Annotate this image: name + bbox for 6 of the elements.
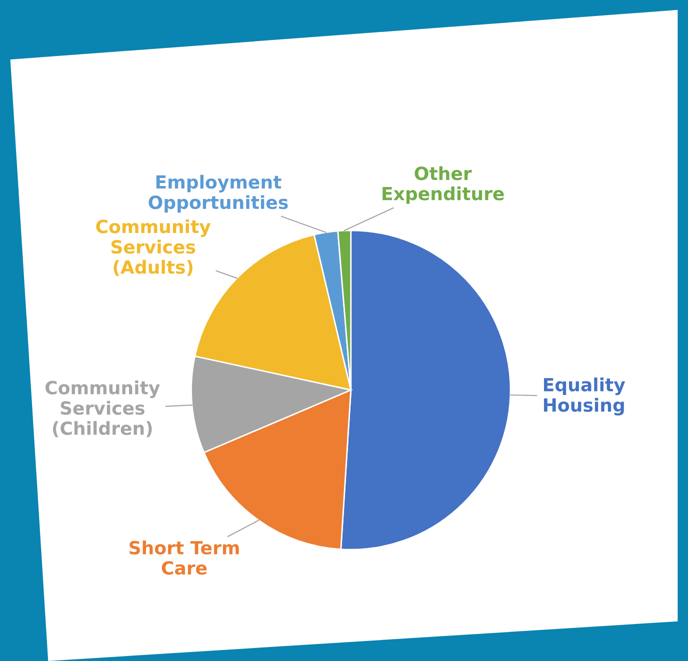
slice-label: Equality Housing — [544, 378, 626, 416]
slice-label: Community Services (Children) — [46, 380, 160, 438]
slice-label: Other Expenditure — [382, 166, 504, 204]
slice-label: Employment Opportunities — [148, 174, 288, 213]
slice-label: Short Term Care — [130, 540, 239, 575]
slice-label: Community Services (Adults) — [96, 219, 211, 276]
